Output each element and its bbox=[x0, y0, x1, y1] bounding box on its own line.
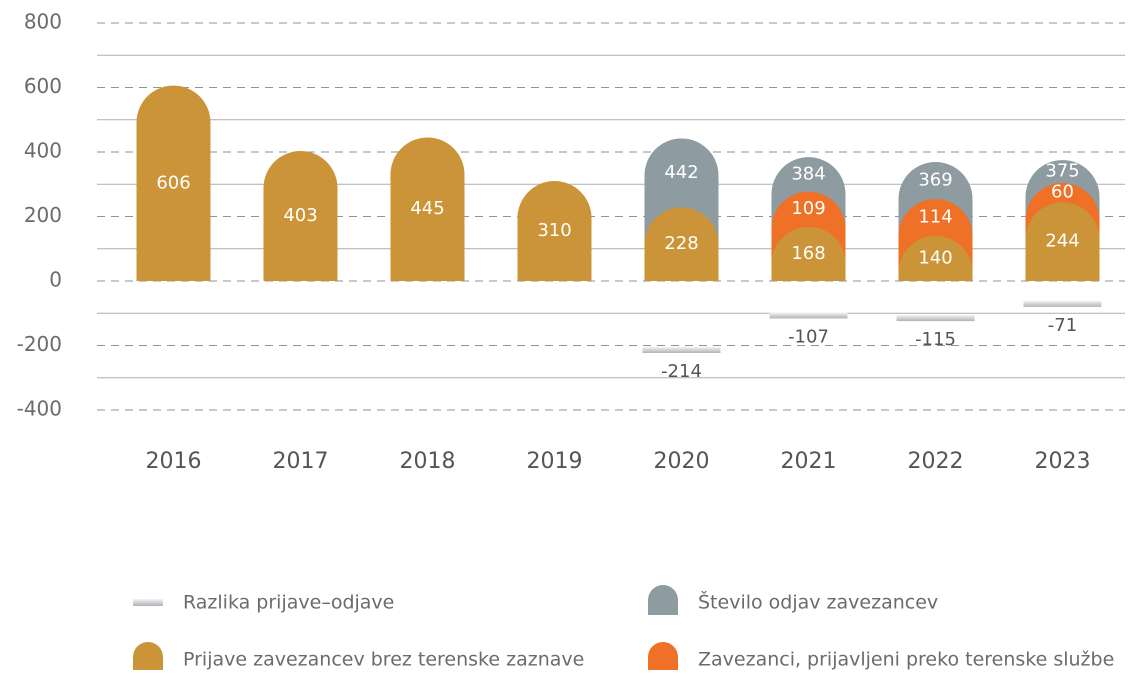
value-label: 140 bbox=[918, 247, 952, 268]
value-label: -214 bbox=[661, 361, 702, 382]
value-label: 109 bbox=[791, 198, 825, 219]
bar bbox=[644, 207, 719, 281]
value-label: 228 bbox=[664, 233, 698, 254]
value-label: 445 bbox=[410, 198, 444, 219]
bar bbox=[390, 137, 465, 281]
y-tick-label: 0 bbox=[49, 268, 62, 292]
x-tick-label: 2022 bbox=[908, 449, 964, 474]
value-label: 168 bbox=[791, 243, 825, 264]
y-tick-label: 200 bbox=[24, 203, 62, 227]
bar bbox=[263, 151, 338, 281]
y-tick-label: 400 bbox=[24, 139, 62, 163]
value-label: 369 bbox=[918, 170, 952, 191]
difference-bar bbox=[1023, 300, 1102, 307]
bar bbox=[898, 235, 973, 281]
value-label: 244 bbox=[1045, 231, 1079, 252]
x-tick-label: 2018 bbox=[400, 449, 456, 474]
legend-swatch bbox=[133, 642, 163, 672]
y-tick-label: -200 bbox=[17, 332, 62, 356]
value-label: 606 bbox=[156, 172, 190, 193]
legend-label: Zavezanci, prijavljeni preko terenske sl… bbox=[698, 649, 1114, 671]
bar bbox=[1025, 202, 1100, 281]
value-label: 310 bbox=[537, 220, 571, 241]
value-label: -107 bbox=[788, 327, 829, 348]
value-label: 403 bbox=[283, 205, 317, 226]
x-tick-label: 2017 bbox=[273, 449, 329, 474]
difference-bar bbox=[896, 315, 975, 322]
bar bbox=[771, 226, 846, 281]
x-tick-label: 2023 bbox=[1035, 449, 1091, 474]
y-tick-label: 600 bbox=[24, 74, 62, 98]
legend-swatch bbox=[648, 642, 678, 672]
legend-swatch bbox=[648, 585, 678, 615]
value-label: -115 bbox=[915, 329, 956, 350]
x-tick-label: 2021 bbox=[781, 449, 837, 474]
value-label: -71 bbox=[1048, 315, 1077, 336]
legend-label: Število odjav zavezancev bbox=[698, 590, 938, 614]
difference-bar bbox=[769, 312, 848, 319]
legend-label: Prijave zavezancev brez terenske zaznave bbox=[183, 649, 584, 671]
x-tick-label: 2020 bbox=[654, 449, 710, 474]
bar bbox=[136, 85, 211, 281]
value-label: 375 bbox=[1045, 161, 1079, 182]
value-label: 114 bbox=[918, 206, 952, 227]
value-label: 384 bbox=[791, 163, 825, 184]
difference-bar bbox=[642, 347, 721, 354]
x-tick-label: 2016 bbox=[146, 449, 202, 474]
y-tick-label: 800 bbox=[24, 10, 62, 34]
bar bbox=[517, 181, 592, 281]
y-tick-label: -400 bbox=[17, 397, 62, 421]
legend-label: Razlika prijave–odjave bbox=[183, 592, 394, 614]
value-label: 60 bbox=[1051, 182, 1074, 203]
x-tick-label: 2019 bbox=[527, 449, 583, 474]
value-label: 442 bbox=[664, 162, 698, 183]
legend-swatch bbox=[133, 599, 163, 606]
